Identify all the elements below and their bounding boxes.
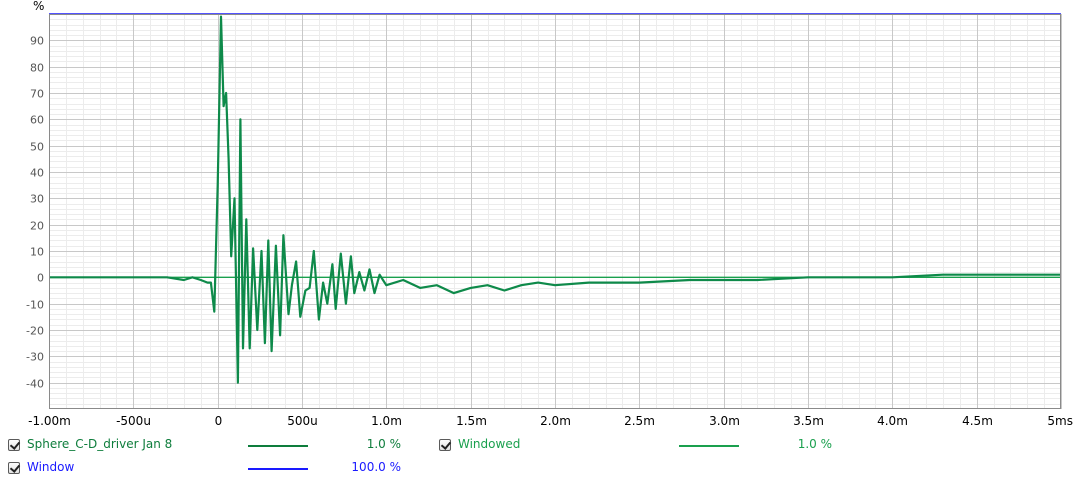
legend-item-measurement: Sphere_C-D_driver Jan 8 1.0 % <box>8 436 428 454</box>
y-tick-label: -10 <box>26 299 44 312</box>
y-tick-label: -20 <box>26 325 44 338</box>
legend-swatch-window <box>248 468 308 470</box>
legend-value-window: 100.0 % <box>351 460 401 474</box>
y-tick-label: 30 <box>30 193 44 206</box>
y-tick-labels: 90 80 70 60 50 40 30 20 10 0 -10 -20 -30 -40 <box>26 35 44 391</box>
legend-swatch-windowed <box>679 445 739 447</box>
legend-value-measurement: 1.0 % <box>366 437 401 451</box>
legend-value-windowed: 1.0 % <box>797 437 832 451</box>
y-tick-label: 70 <box>30 88 44 101</box>
x-tick-label: 4.0m <box>877 414 908 428</box>
x-tick-label: 2.0m <box>540 414 571 428</box>
y-tick-label: -40 <box>26 378 44 391</box>
x-tick-label: -500u <box>116 414 151 428</box>
x-tick-label: 4.5m <box>962 414 993 428</box>
y-tick-label: -30 <box>26 351 44 364</box>
x-tick-labels: -1.00m -500u 0 500u 1.0m 1.5m 2.0m 2.5m 3.0m 3.5m… <box>28 414 1073 428</box>
x-tick-label: 1.0m <box>371 414 402 428</box>
legend: Sphere_C-D_driver Jan 8 1.0 % Windowed 1… <box>0 432 1085 488</box>
y-tick-label: 60 <box>30 114 44 127</box>
legend-name-windowed: Windowed <box>458 437 521 451</box>
y-tick-label: 0 <box>37 272 44 285</box>
legend-swatch-measurement <box>248 445 308 447</box>
x-tick-label: 5ms <box>1047 414 1073 428</box>
measurement-checkbox[interactable] <box>8 439 20 451</box>
x-tick-label: 3.0m <box>709 414 740 428</box>
y-tick-label: 90 <box>30 35 44 48</box>
window-checkbox[interactable] <box>8 462 20 474</box>
x-tick-label: 1.5m <box>456 414 487 428</box>
plot-frame <box>49 14 1061 409</box>
series-line-sphere-c-d-driver-jan-8 <box>49 15 1061 384</box>
x-tick-label: 0 <box>215 414 223 428</box>
x-tick-label: -1.00m <box>28 414 71 428</box>
legend-name-window: Window <box>27 460 75 474</box>
legend-item-windowed: Windowed 1.0 % <box>439 436 839 454</box>
x-tick-label: 2.5m <box>624 414 655 428</box>
y-axis-unit-label: % <box>33 0 44 13</box>
y-tick-label: 20 <box>30 220 44 233</box>
legend-item-window: Window 100.0 % <box>8 459 428 477</box>
impulse-chart: % 90 80 70 60 50 40 30 20 10 0 -10 -20 -30 -40 -1.00m… <box>26 0 1073 428</box>
windowed-checkbox[interactable] <box>439 439 451 451</box>
y-tick-label: 50 <box>30 141 44 154</box>
x-tick-label: 3.5m <box>793 414 824 428</box>
x-tick-label: 500u <box>287 414 318 428</box>
y-tick-label: 10 <box>30 246 44 259</box>
y-tick-label: 40 <box>30 167 44 180</box>
legend-name-measurement: Sphere_C-D_driver Jan 8 <box>27 437 173 451</box>
grid-major <box>49 14 1062 409</box>
y-tick-label: 80 <box>30 62 44 75</box>
